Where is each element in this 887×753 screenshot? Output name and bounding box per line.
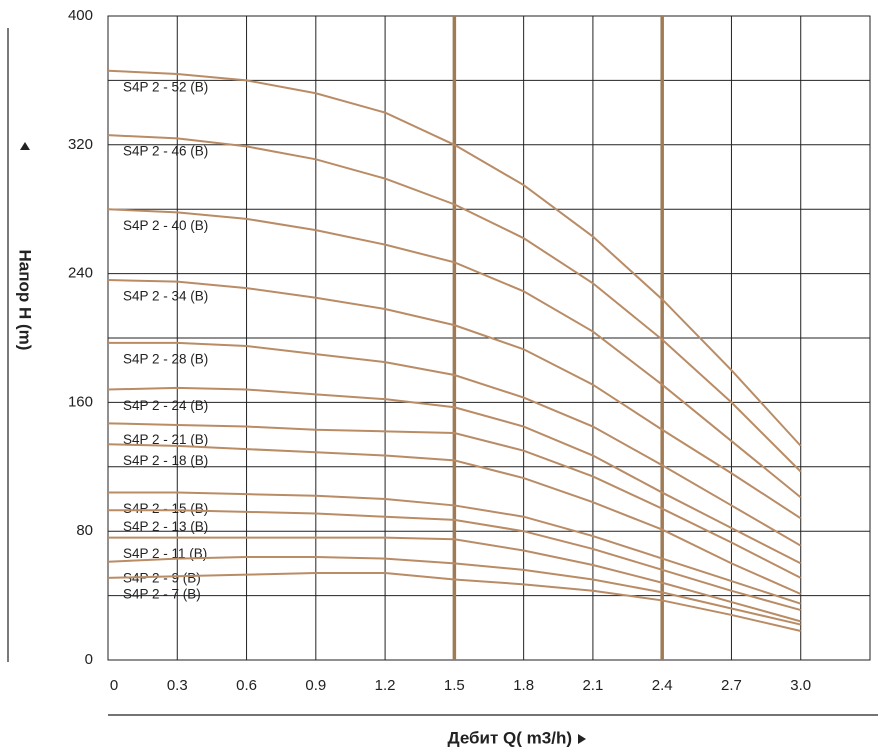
curve: [107, 572, 801, 632]
curve: [108, 491, 802, 605]
y-tick-label: 240: [68, 265, 93, 282]
x-tick-label: 2.7: [721, 677, 742, 694]
curve-label: S4P 2 - 46 (B): [123, 144, 208, 159]
curve-label: S4P 2 - 52 (B): [123, 79, 208, 94]
y-tick-label: 0: [85, 651, 93, 668]
curve: [107, 422, 802, 579]
x-tick-label: 0.9: [305, 677, 326, 694]
curve-label: S4P 2 - 40 (B): [123, 218, 208, 233]
curve: [107, 443, 802, 595]
curve: [107, 279, 802, 520]
x-tick-label: 1.2: [375, 677, 396, 694]
curve: [107, 69, 802, 447]
curve: [108, 341, 802, 547]
x-arrow: [578, 734, 586, 744]
x-tick-label: 2.1: [582, 677, 603, 694]
curve: [107, 134, 802, 473]
curve: [108, 509, 801, 612]
curve: [108, 536, 801, 623]
curve: [107, 386, 802, 565]
curve-label: S4P 2 - 34 (B): [123, 289, 208, 304]
curve-label: S4P 2 - 7 (B): [123, 586, 201, 601]
x-tick-label: 2.4: [652, 677, 673, 694]
x-tick-label: 0.6: [236, 677, 257, 694]
curve-label: S4P 2 - 18 (B): [123, 453, 208, 468]
curve-label: S4P 2 - 9 (B): [123, 570, 201, 585]
y-tick-label: 80: [76, 522, 93, 539]
curve-label: S4P 2 - 21 (B): [123, 432, 208, 447]
y-arrow: [20, 142, 30, 150]
y-tick-label: 400: [68, 7, 93, 24]
x-tick-label: 0.3: [167, 677, 188, 694]
x-tick-label: 3.0: [790, 677, 811, 694]
y-tick-label: 320: [68, 136, 93, 153]
y-tick-label: 160: [68, 393, 93, 410]
x-axis-title: Дебит Q( m3/h): [448, 728, 573, 747]
x-tick-label: 1.8: [513, 677, 534, 694]
curve: [107, 555, 801, 626]
curve-label: S4P 2 - 15 (B): [123, 501, 208, 516]
curve: [107, 208, 802, 499]
curve-label: S4P 2 - 13 (B): [123, 519, 208, 534]
x-tick-label: 1.5: [444, 677, 465, 694]
x-tick-label: 0: [110, 677, 118, 694]
curve-label: S4P 2 - 28 (B): [123, 351, 208, 366]
curve-label: S4P 2 - 24 (B): [123, 398, 208, 413]
y-axis-title: Напор H (m): [16, 250, 35, 351]
